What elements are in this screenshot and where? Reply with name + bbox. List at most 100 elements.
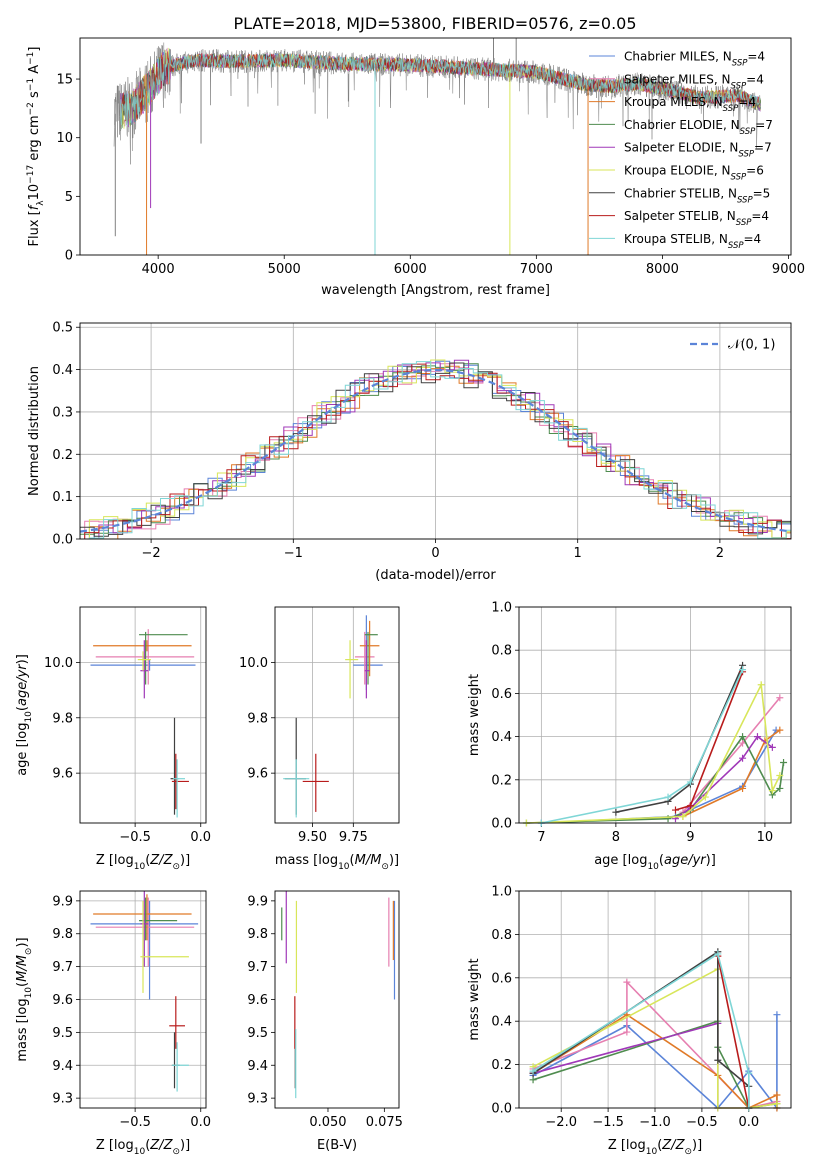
age-vs-Z-xlabel: Z [log10(Z/Z⊙)]: [96, 853, 190, 872]
spectrum-ylabel: Flux [fλ10−17 erg cm−2 s−1 A−1]: [26, 47, 46, 247]
weight-marker: [739, 754, 747, 762]
weight-marker: [686, 778, 694, 786]
x-tick-label: 5000: [268, 262, 301, 277]
weight-marker: [776, 784, 784, 792]
mass-vs-Z-panel: −0.5 0.0 9.3 9.4 9.5 9.6 9.7 9.8 9.9 Z [log10(Z/Z…: [15, 890, 211, 1157]
y-tick-label: 10.0: [239, 656, 268, 671]
y-tick-label: 0.4: [491, 1015, 512, 1030]
x-tick-label: 0.050: [309, 1115, 346, 1130]
residuals-xlabel: (data-model)/error: [375, 568, 496, 583]
x-tick-label: −0.5: [686, 1115, 718, 1130]
legend-entry: Kroupa MILES, NSSP=4: [624, 95, 756, 114]
weight-series-9: [541, 669, 744, 824]
weight-marker: [664, 793, 672, 801]
x-tick-label: 9000: [772, 262, 805, 277]
weight-marker: [714, 1056, 722, 1064]
weight-marker: [776, 694, 784, 702]
legend-entry: 𝒩(0, 1): [728, 338, 775, 353]
weight-marker: [739, 733, 747, 741]
age-vs-mass-xlabel: mass [log10(M/M⊙)]: [275, 853, 399, 872]
y-tick-label: 0.0: [491, 817, 512, 832]
legend-entry: Salpeter ELODIE, NSSP=7: [624, 141, 772, 160]
y-tick-label: 9.8: [52, 711, 73, 726]
spectrum-panel: 4000 5000 6000 7000 8000 9000 0 5 10 15 wavelength…: [26, 37, 805, 298]
y-tick-label: 9.9: [52, 894, 73, 909]
x-tick-label: −0.5: [119, 830, 151, 845]
weight-vs-age-panel: 7 8 9 10 0.0 0.2 0.4 0.6 0.8 1.0 age [log10(age/yr…: [467, 601, 792, 872]
legend-entry: Salpeter STELIB, NSSP=4: [624, 209, 769, 228]
weight-marker: [671, 806, 679, 814]
weight-series-3: [682, 729, 781, 818]
y-tick-label: 9.6: [247, 993, 268, 1008]
weight-marker: [776, 771, 784, 779]
weight-marker: [679, 813, 687, 821]
y-tick-label: 10.0: [44, 656, 73, 671]
y-tick-label: 1.0: [491, 885, 512, 900]
spectrum-xlabel: wavelength [Angstrom, rest frame]: [321, 283, 550, 298]
weight-marker: [623, 1028, 631, 1036]
histogram-series-9: [80, 361, 791, 539]
weight-marker: [612, 808, 620, 816]
y-tick-label: 9.3: [52, 1092, 73, 1107]
x-tick-label: 8: [612, 830, 620, 845]
histogram-series-6: [80, 359, 791, 539]
x-tick-label: −1.0: [639, 1115, 671, 1130]
weight-series-7: [532, 950, 750, 1108]
weight-series-8: [717, 955, 750, 1109]
x-tick-label: 7000: [520, 262, 553, 277]
y-tick-label: 9.4: [247, 1059, 268, 1074]
model-spectrum-9: [120, 49, 761, 131]
y-tick-label: 9.8: [52, 927, 73, 942]
x-tick-label: −1.5: [592, 1115, 624, 1130]
model-spectrum-5: [120, 49, 761, 131]
y-tick-label: 0.2: [491, 773, 512, 788]
weight-marker: [739, 739, 747, 747]
weight-marker: [780, 759, 788, 767]
weight-marker: [739, 784, 747, 792]
legend-entry: Chabrier MILES, NSSP=4: [624, 50, 765, 69]
weight-series-6: [526, 681, 781, 824]
x-tick-label: 9: [686, 830, 694, 845]
weight-vs-Z-xlabel: Z [log10(Z/Z⊙)]: [608, 1138, 702, 1157]
x-tick-label: 2: [716, 546, 724, 561]
axes-frame: [274, 606, 400, 824]
x-tick-label: 0.075: [366, 1115, 403, 1130]
histogram-series-8: [80, 363, 791, 539]
weight-marker: [773, 1011, 781, 1019]
weight-vs-age-xlabel: age [log10(age/yr)]: [594, 853, 716, 872]
age-vs-mass-panel: 9.50 9.75 9.6 9.8 10.0 mass [log10(M/M⊙)]: [239, 606, 400, 872]
weight-marker: [686, 802, 694, 810]
y-tick-label: 0.2: [52, 448, 73, 463]
weight-marker: [529, 1076, 537, 1084]
y-tick-label: 0.4: [491, 730, 512, 745]
histogram-series-2: [80, 363, 791, 539]
x-tick-label: 1: [574, 546, 582, 561]
age-vs-Z-ylabel: age [log10(age/yr)]: [15, 654, 34, 776]
y-tick-label: 9.6: [247, 767, 268, 782]
y-tick-label: 0.2: [491, 1058, 512, 1073]
weight-marker: [745, 1069, 753, 1077]
weight-vs-age-ylabel: mass weight: [467, 674, 482, 756]
residuals-panel: −2 −1 0 1 2 0.0 0.1 0.2 0.3 0.4 0.5 𝒩(0, 1) (data-mo…: [27, 321, 792, 583]
spectrum-plot-area: [113, 38, 761, 255]
y-tick-label: 0.3: [52, 405, 73, 420]
x-tick-label: −2: [142, 546, 161, 561]
weight-marker: [773, 1091, 781, 1099]
y-tick-label: 9.5: [247, 1026, 268, 1041]
x-tick-label: 0.0: [190, 830, 211, 845]
y-tick-label: 9.6: [52, 993, 73, 1008]
x-tick-label: 4000: [142, 262, 175, 277]
y-tick-label: 15: [56, 73, 73, 88]
histogram-series-5: [80, 359, 791, 539]
y-tick-label: 9.9: [247, 894, 268, 909]
y-tick-label: 9.4: [52, 1059, 73, 1074]
weight-marker: [773, 1100, 781, 1108]
legend-entry: Kroupa ELODIE, NSSP=6: [624, 164, 764, 183]
y-tick-label: 9.8: [247, 927, 268, 942]
x-tick-label: 10: [757, 830, 774, 845]
y-tick-label: 0.1: [52, 490, 73, 505]
model-spectrum-8: [120, 51, 761, 131]
x-tick-label: 8000: [646, 262, 679, 277]
gaussian-curve: [80, 368, 791, 533]
